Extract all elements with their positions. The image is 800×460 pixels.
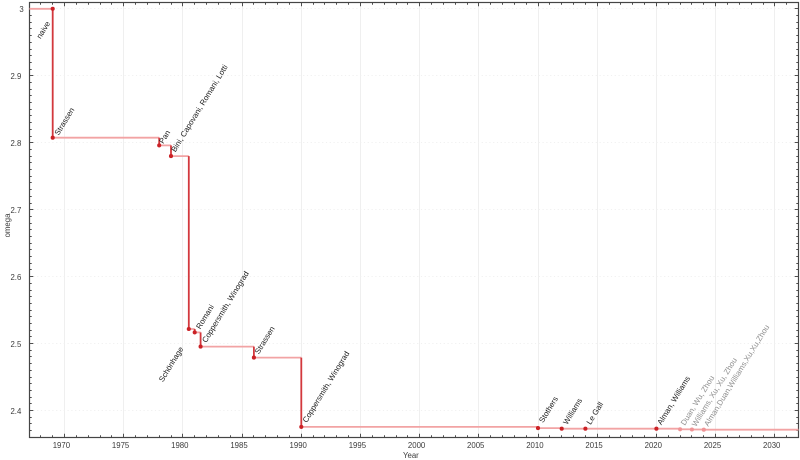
svg-text:2030: 2030	[763, 441, 781, 450]
svg-text:2.7: 2.7	[10, 206, 21, 215]
svg-text:1970: 1970	[53, 441, 71, 450]
svg-text:2015: 2015	[585, 441, 603, 450]
svg-text:omega: omega	[3, 213, 12, 238]
svg-text:2.6: 2.6	[10, 273, 21, 282]
svg-text:1980: 1980	[171, 441, 189, 450]
svg-text:2020: 2020	[645, 441, 663, 450]
svg-text:1995: 1995	[349, 441, 367, 450]
svg-text:2000: 2000	[408, 441, 426, 450]
svg-text:2.5: 2.5	[10, 340, 22, 349]
svg-text:Year: Year	[403, 451, 419, 460]
svg-text:2005: 2005	[467, 441, 485, 450]
svg-text:2.9: 2.9	[10, 72, 21, 81]
svg-text:2.4: 2.4	[10, 407, 22, 416]
svg-text:1990: 1990	[290, 441, 308, 450]
svg-text:2.8: 2.8	[10, 139, 21, 148]
svg-text:1985: 1985	[230, 441, 248, 450]
svg-text:1975: 1975	[112, 441, 130, 450]
svg-text:3: 3	[19, 5, 23, 14]
svg-text:2025: 2025	[704, 441, 722, 450]
svg-text:2010: 2010	[526, 441, 544, 450]
